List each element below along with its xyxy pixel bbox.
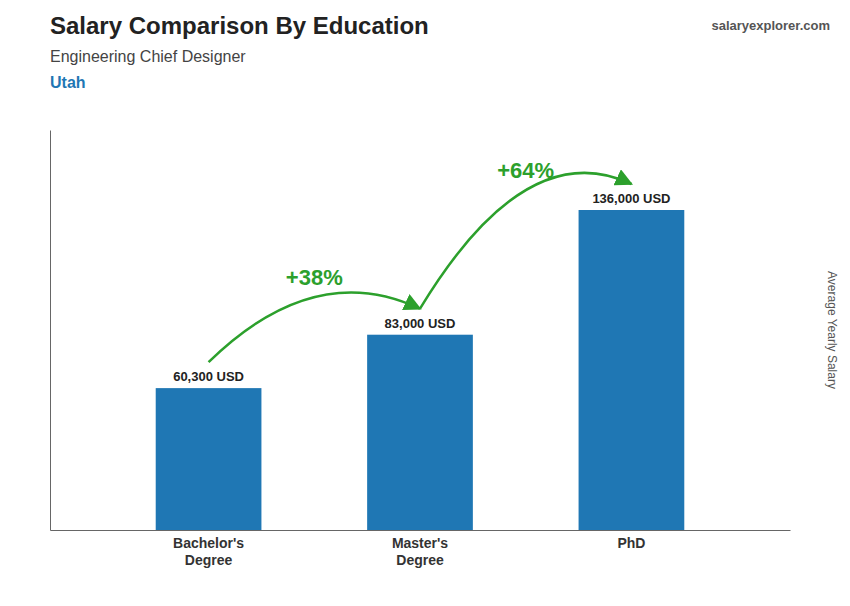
subtitle: Engineering Chief Designer [50, 48, 246, 65]
y-axis-line [50, 131, 51, 531]
x-axis: Bachelor'sDegreeMaster'sDegreePhD [51, 530, 791, 568]
bars [156, 210, 685, 530]
x-tick-label: PhD [617, 535, 645, 551]
x-tick-label-line: Bachelor's [173, 535, 244, 551]
header-note: Utah [50, 74, 86, 91]
x-tick-label: Bachelor'sDegree [173, 535, 244, 568]
x-tick: Master'sDegree [392, 530, 448, 568]
annotations: +38% +64% [209, 158, 632, 362]
corner-note: salaryexplorer.com [711, 18, 830, 33]
plot-area: Bachelor'sDegreeMaster'sDegreePhD60,300 … [51, 131, 791, 569]
change-arrow [209, 292, 420, 362]
x-tick-label-line: Degree [396, 552, 444, 568]
bar [156, 388, 262, 530]
x-tick: Bachelor'sDegree [173, 530, 244, 568]
chart-container: Salary Comparison By Education Engineerin… [0, 0, 850, 606]
data-labels: 60,300 USD 83,000 USD 136,000 USD [173, 191, 670, 384]
data-label: 60,300 USD [173, 369, 244, 384]
change-label: +38% [286, 265, 343, 290]
change-label: +64% [497, 158, 554, 183]
change-arrow [420, 173, 631, 309]
title: Salary Comparison By Education [50, 12, 429, 39]
y-axis-title: Average Yearly Salary [825, 271, 839, 389]
x-tick: PhD [617, 530, 645, 551]
bar [367, 335, 473, 530]
x-tick-label-line: PhD [617, 535, 645, 551]
data-label: 136,000 USD [592, 191, 670, 206]
data-label: 83,000 USD [385, 316, 456, 331]
y-axis [50, 131, 51, 531]
x-tick-label: Master'sDegree [392, 535, 448, 568]
x-tick-label-line: Master's [392, 535, 448, 551]
x-tick-label-line: Degree [185, 552, 233, 568]
bar [579, 210, 685, 530]
x-axis-line [51, 530, 791, 531]
chart-svg: Salary Comparison By Education Engineerin… [0, 0, 850, 606]
